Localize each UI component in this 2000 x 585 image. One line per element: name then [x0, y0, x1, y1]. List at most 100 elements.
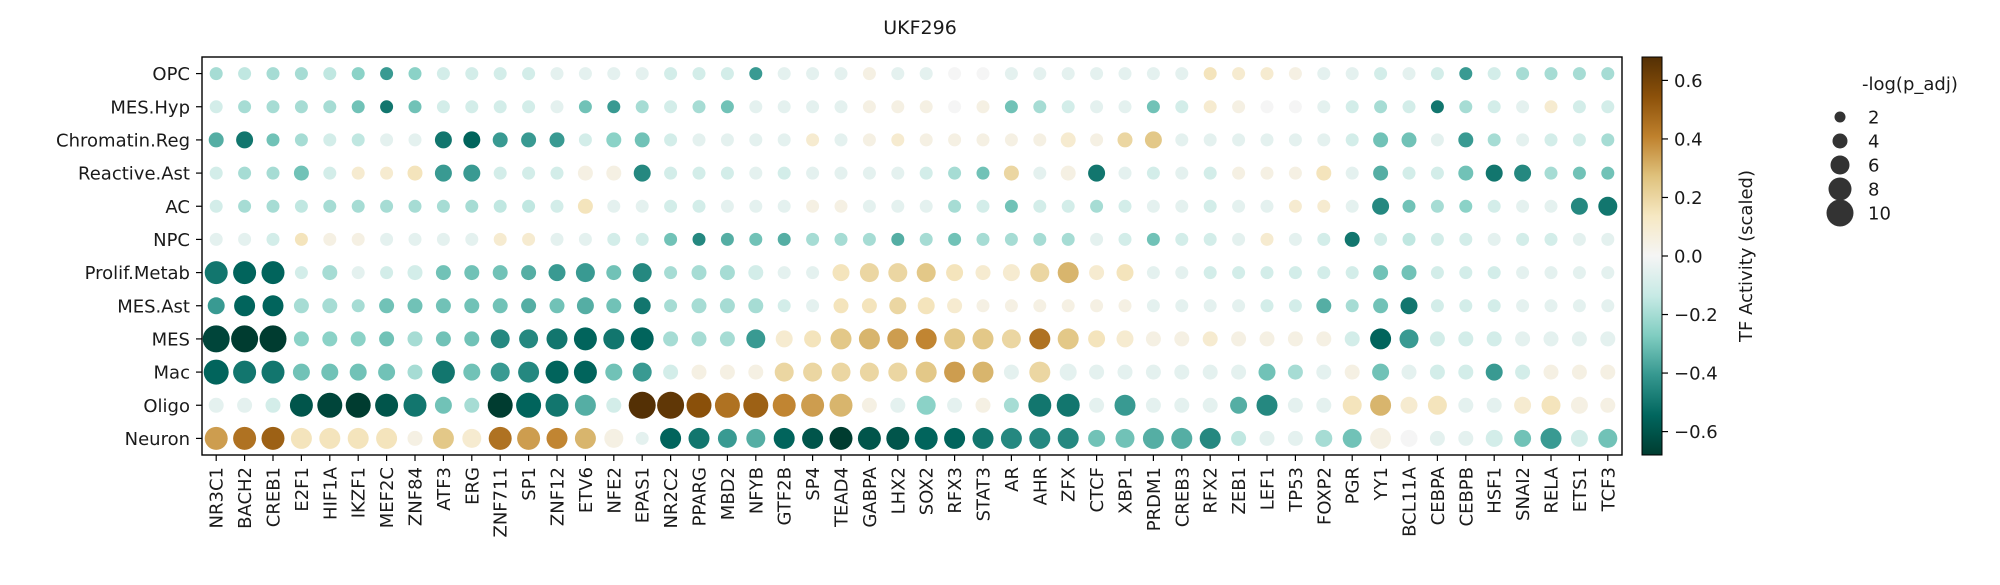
dot-MES-SNAI2 [1515, 331, 1531, 347]
dot-Oligo-HIF1A [317, 392, 343, 418]
dot-MES.Ast-MBD2 [719, 298, 735, 314]
dot-NPC-PPARG [692, 232, 706, 246]
dot-MES-SOX2 [915, 328, 937, 350]
dot-Reactive.Ast-ZNF711 [493, 166, 507, 180]
dot-MES-RFX2 [1202, 331, 1218, 347]
column-label: EPAS1 [633, 467, 654, 523]
colorbar-tick-label: −0.4 [1674, 364, 1718, 385]
row-label: MES.Hyp [110, 97, 190, 118]
dot-MES-E2F1 [293, 331, 309, 347]
dot-MES.Hyp-HIF1A [323, 100, 337, 114]
dot-Oligo-YY1 [1370, 394, 1392, 416]
dot-MES.Hyp-NFE2 [607, 100, 621, 114]
dot-AC-SOX2 [919, 199, 933, 213]
dot-Chromatin.Reg-CEBPB [1458, 132, 1474, 148]
colorbar-ticks: −0.6 −0.4 −0.2 0.0 0.2 0.4 0.6 [1662, 71, 1718, 443]
dot-Oligo-EPAS1 [628, 391, 656, 419]
dot-OPC-LHX2 [891, 67, 905, 81]
dot-MES.Ast-EPAS1 [633, 297, 651, 315]
dot-OPC-PGR [1345, 67, 1359, 81]
dot-OPC-XBP1 [1118, 67, 1132, 81]
column-label: TP53 [1286, 467, 1307, 513]
dot-Mac-STAT3 [972, 361, 994, 383]
dot-NPC-ZNF711 [493, 232, 507, 246]
dot-Oligo-ETS1 [1570, 396, 1588, 414]
dot-AC-IKZF1 [351, 199, 365, 213]
dot-Oligo-CREB1 [265, 397, 281, 413]
dot-MES.Hyp-CEBPA [1430, 100, 1444, 114]
column-label: NFYB [746, 467, 767, 514]
dot-Reactive.Ast-BACH2 [238, 166, 252, 180]
dot-Mac-AHR [1029, 361, 1051, 383]
dot-Prolif.Metab-CEBPB [1459, 266, 1473, 280]
dot-NPC-NFE2 [607, 232, 621, 246]
dot-OPC-PPARG [692, 67, 706, 81]
dot-Mac-PPARG [691, 364, 707, 380]
dot-Neuron-XBP1 [1115, 428, 1135, 448]
dot-Chromatin.Reg-STAT3 [976, 133, 990, 147]
dot-Oligo-NR2C2 [657, 391, 685, 419]
dot-Reactive.Ast-AR [1003, 165, 1019, 181]
dot-AC-ZEB1 [1232, 199, 1246, 213]
dot-Reactive.Ast-TP53 [1288, 166, 1302, 180]
dot-Neuron-CREB1 [261, 426, 285, 450]
column-label: ZFX [1059, 467, 1080, 502]
dot-MES-PPARG [691, 331, 707, 347]
dot-MES.Ast-BCL11A [1400, 297, 1418, 315]
column-label: MEF2C [377, 467, 398, 528]
dot-Oligo-AHR [1028, 393, 1052, 417]
dot-Neuron-NFE2 [604, 428, 624, 448]
dot-AC-RELA [1544, 199, 1558, 213]
dot-MES-ERG [464, 331, 480, 347]
dot-Oligo-CEBPA [1427, 395, 1447, 415]
dot-Prolif.Metab-SP1 [521, 265, 537, 281]
row-label: Mac [154, 363, 190, 384]
dot-AC-RFX3 [948, 199, 962, 213]
dot-Mac-XBP1 [1117, 364, 1133, 380]
dot-NPC-TEAD4 [834, 232, 848, 246]
dot-MES.Hyp-NR3C1 [209, 100, 223, 114]
dot-NPC-IKZF1 [351, 232, 365, 246]
dot-Prolif.Metab-MBD2 [719, 265, 735, 281]
column-label: SP1 [519, 467, 540, 501]
dot-Neuron-CTCF [1088, 429, 1106, 447]
dot-Prolif.Metab-BACH2 [233, 261, 257, 285]
dot-MES.Hyp-E2F1 [294, 100, 308, 114]
dot-MES.Hyp-SP1 [522, 100, 536, 114]
dot-MES-TCF3 [1600, 331, 1616, 347]
size-legend-dot [1828, 177, 1852, 201]
dot-Reactive.Ast-ZFX [1060, 165, 1076, 181]
dot-NPC-CREB1 [266, 232, 280, 246]
dot-AC-ERG [465, 199, 479, 213]
dot-Chromatin.Reg-E2F1 [294, 133, 308, 147]
column-label: PRDM1 [1144, 467, 1165, 531]
dot-Mac-PRDM1 [1145, 364, 1161, 380]
dot-MES-YY1 [1370, 328, 1392, 350]
column-label: ZEB1 [1229, 467, 1250, 515]
dot-Oligo-E2F1 [289, 393, 313, 417]
dot-AC-TP53 [1288, 199, 1302, 213]
dot-NPC-NR2C2 [664, 232, 678, 246]
column-label: LHX2 [888, 467, 909, 514]
dot-AC-ATF3 [436, 199, 450, 213]
dot-MES-GTF2B [775, 330, 793, 348]
dot-MES.Hyp-ZFX [1061, 100, 1075, 114]
dot-MES.Hyp-YY1 [1374, 100, 1388, 114]
dot-Reactive.Ast-EPAS1 [633, 164, 651, 182]
dot-AC-PGR [1345, 199, 1359, 213]
dot-Chromatin.Reg-RELA [1544, 133, 1558, 147]
column-label: ZNF12 [548, 467, 569, 526]
dot-Chromatin.Reg-FOXP2 [1317, 133, 1331, 147]
dot-Reactive.Ast-NR3C1 [209, 166, 223, 180]
dot-Reactive.Ast-TCF3 [1601, 166, 1615, 180]
dot-OPC-ZNF711 [493, 67, 507, 81]
dot-MES.Hyp-AR [1004, 100, 1018, 114]
dot-Neuron-SNAI2 [1514, 429, 1532, 447]
dot-MES-CEBPA [1429, 331, 1445, 347]
dot-MES.Hyp-ZNF711 [493, 100, 507, 114]
dot-Reactive.Ast-PRDM1 [1146, 166, 1160, 180]
dot-Reactive.Ast-RELA [1544, 166, 1558, 180]
dot-Mac-ETS1 [1571, 364, 1587, 380]
dot-MES.Ast-FOXP2 [1316, 298, 1332, 314]
dot-NPC-CREB3 [1175, 232, 1189, 246]
